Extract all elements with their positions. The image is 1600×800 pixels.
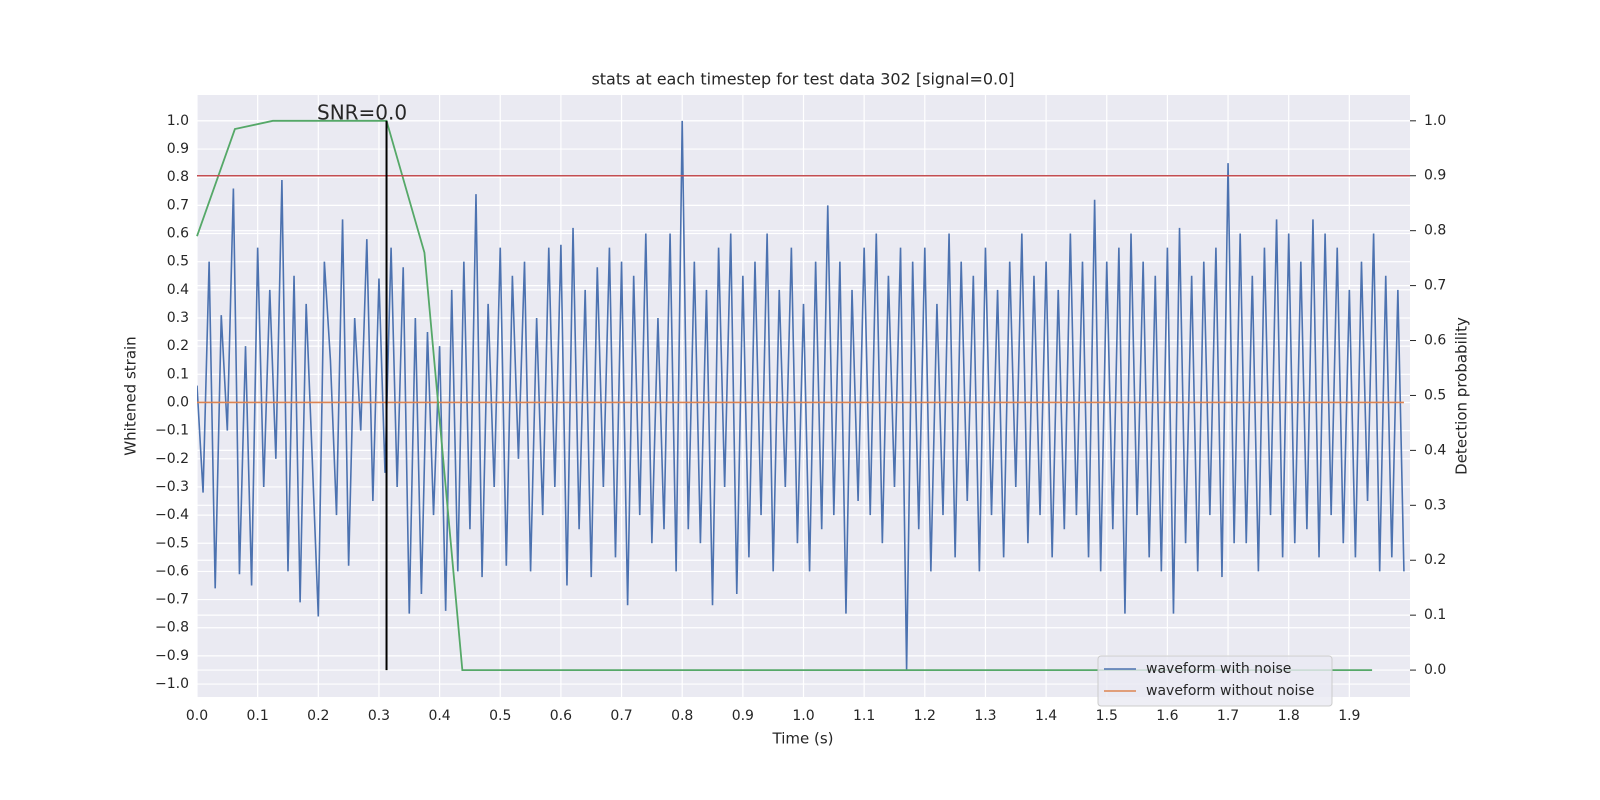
y-tick-label: −1.0 [155, 676, 189, 692]
y-tick-label: −0.9 [155, 648, 189, 664]
y-tick-label: −0.3 [155, 479, 189, 495]
y2-tick-label: 0.1 [1424, 607, 1446, 623]
y-tick-label: −0.4 [155, 507, 189, 523]
x-tick-label: 0.3 [368, 708, 390, 724]
x-tick-label: 1.3 [974, 708, 996, 724]
y-tick-label: 1.0 [167, 113, 189, 129]
x-tick-label: 1.6 [1156, 708, 1178, 724]
x-tick-label: 0.9 [732, 708, 754, 724]
x-axis-label: Time (s) [772, 730, 834, 748]
y2-tick-label: 0.6 [1424, 333, 1446, 349]
x-tick-label: 0.5 [489, 708, 511, 724]
y2-tick-label: 1.0 [1424, 113, 1446, 129]
x-tick-label: 1.8 [1278, 708, 1300, 724]
y-tick-label: −0.6 [155, 563, 189, 579]
chart-title: stats at each timestep for test data 302… [591, 70, 1014, 89]
y-tick-label: 0.5 [167, 254, 189, 270]
y-tick-label: 0.6 [167, 226, 189, 242]
annotation: SNR=0.0 [317, 101, 407, 125]
x-tick-label: 1.1 [853, 708, 875, 724]
x-tick-label: 1.4 [1035, 708, 1057, 724]
x-tick-label: 0.6 [550, 708, 572, 724]
y2-tick-label: 0.2 [1424, 552, 1446, 568]
y-tick-label: 0.2 [167, 338, 189, 354]
y2-tick-label: 0.4 [1424, 442, 1446, 458]
legend-box [1097, 655, 1333, 707]
x-tick-label: 1.0 [792, 708, 814, 724]
x-tick-label: 0.1 [247, 708, 269, 724]
y-tick-label: 0.1 [167, 366, 189, 382]
y-axis-label: Whitened strain [122, 336, 140, 455]
x-tick-label: 0.4 [428, 708, 450, 724]
x-tick-label: 0.0 [186, 708, 208, 724]
y-tick-label: −0.8 [155, 620, 189, 636]
y-tick-label: 0.3 [167, 310, 189, 326]
x-tick-label: 0.2 [307, 708, 329, 724]
y-tick-label: −0.5 [155, 535, 189, 551]
y2-tick-label: 0.0 [1424, 662, 1446, 678]
x-tick-label: 1.2 [914, 708, 936, 724]
legend-label: waveform without noise [1146, 683, 1314, 699]
legend-label: waveform with noise [1146, 661, 1291, 677]
y2-tick-label: 0.8 [1424, 223, 1446, 239]
y-tick-label: 0.4 [167, 282, 189, 298]
y-tick-label: −0.7 [155, 592, 189, 608]
y2-tick-label: 0.7 [1424, 278, 1446, 294]
y-tick-label: −0.1 [155, 423, 189, 439]
y-tick-label: 0.7 [167, 197, 189, 213]
y-tick-label: 0.9 [167, 141, 189, 157]
y2-tick-label: 0.5 [1424, 387, 1446, 403]
y2-tick-label: 0.3 [1424, 497, 1446, 513]
x-tick-label: 1.5 [1096, 708, 1118, 724]
y-tick-label: 0.0 [167, 394, 189, 410]
x-tick-label: 1.7 [1217, 708, 1239, 724]
x-tick-label: 0.8 [671, 708, 693, 724]
line-series [197, 120, 1405, 670]
y-tick-label: 0.8 [167, 169, 189, 185]
y2-axis-label: Detection probability [1453, 317, 1471, 475]
y2-tick-label: 0.9 [1424, 168, 1446, 184]
x-tick-label: 1.9 [1338, 708, 1360, 724]
x-tick-label: 0.7 [610, 708, 632, 724]
y-tick-label: −0.2 [155, 451, 189, 467]
